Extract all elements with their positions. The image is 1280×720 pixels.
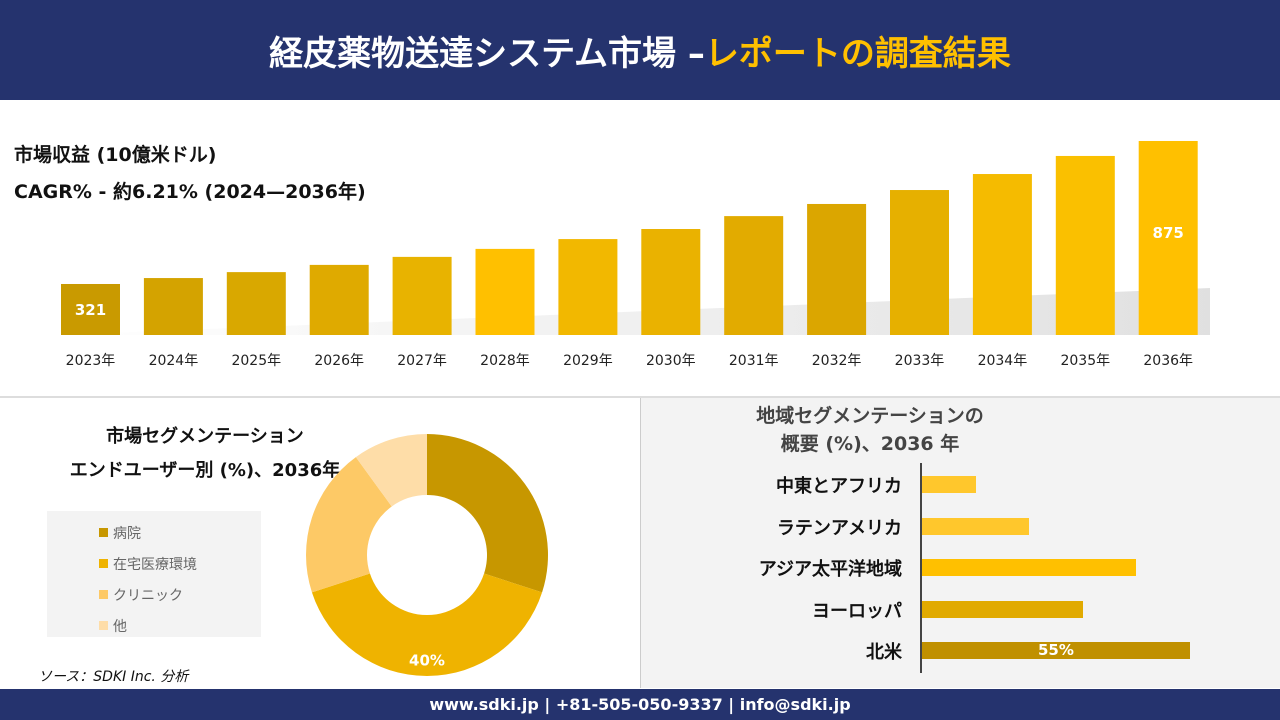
region-bar — [922, 559, 1137, 576]
x-tick-label: 2023年 — [66, 353, 116, 369]
legend-label: 病院 — [113, 525, 141, 542]
revenue-bar — [309, 264, 369, 335]
legend-label: 在宅医療環境 — [113, 556, 197, 573]
x-tick-label: 2032年 — [812, 353, 862, 369]
legend-item: 在宅医療環境 — [99, 548, 261, 579]
x-tick-label: 2027年 — [397, 353, 447, 369]
legend-swatch — [99, 590, 108, 599]
revenue-bar — [724, 216, 784, 335]
revenue-bar — [890, 190, 949, 335]
revenue-bar — [475, 248, 535, 335]
region-bar: 55% — [922, 642, 1190, 659]
revenue-bar — [226, 272, 286, 335]
legend-label: クリニック — [113, 587, 183, 604]
revenue-bar — [558, 239, 618, 335]
x-tick-label: 2029年 — [563, 353, 613, 369]
donut-slice — [306, 457, 392, 593]
divider — [0, 396, 1280, 398]
region-bar — [922, 600, 1083, 618]
region-label: ラテンアメリカ — [776, 517, 902, 539]
segment-title-line2: エンドユーザー別 (%)、2036年 — [69, 460, 341, 481]
segment-title-line1: 市場セグメンテーション — [106, 426, 304, 447]
legend-item: クリニック — [99, 579, 261, 610]
x-tick-label: 2028年 — [480, 353, 530, 369]
legend-swatch — [99, 559, 108, 568]
x-tick-label: 2034年 — [978, 353, 1028, 369]
x-tick-label: 2031年 — [729, 353, 779, 369]
region-axis — [920, 463, 922, 673]
region-row: アジア太平洋地域 — [640, 559, 1280, 580]
revenue-bar — [641, 229, 701, 335]
cagr-text: CAGR% - 約6.21% (2024—2036年) — [14, 181, 366, 203]
donut-legend: 病院在宅医療環境 クリニック他 — [47, 511, 261, 637]
revenue-bar-chart: 2023年 321 2024年 2025年 2026年 2027年 2028年 2029年 20… — [61, 140, 1210, 369]
revenue-bar — [392, 256, 452, 335]
legend-item: 病院 — [99, 517, 261, 548]
region-title-line2: 概要 (%)、2036 年 — [780, 433, 960, 455]
footer-contact: www.sdki.jp | +81-505-050-9337 | info@sd… — [0, 689, 1280, 720]
region-label: 北米 — [866, 642, 902, 663]
region-label: 中東とアフリカ — [776, 476, 902, 497]
x-tick-label: 2035年 — [1060, 353, 1110, 369]
title-main: 経皮薬物送達システム市場 – — [269, 33, 705, 74]
region-title: 地域セグメンテーションの 概要 (%)、2036 年 — [550, 402, 1190, 458]
title-accent: レポートの調査結果 — [704, 33, 1011, 74]
region-bar — [922, 476, 976, 493]
bar-data-label: 321 — [75, 301, 106, 319]
revenue-bar — [807, 203, 867, 335]
donut-slice — [355, 434, 427, 507]
x-tick-label: 2030年 — [646, 353, 696, 369]
region-title-line1: 地域セグメンテーションの — [756, 405, 984, 427]
revenue-title: 市場収益 (10億米ドル) — [14, 144, 217, 166]
region-row: 北米 55% — [640, 642, 1280, 663]
legend-label: 他 — [113, 618, 127, 635]
revenue-bar — [1138, 140, 1198, 335]
revenue-bar — [972, 174, 1032, 335]
region-row: ラテンアメリカ — [640, 517, 1280, 539]
region-bar — [922, 517, 1030, 535]
segment-title: 市場セグメンテーション エンドユーザー別 (%)、2036年 — [40, 420, 370, 488]
revenue-bar — [143, 278, 203, 335]
region-row: 中東とアフリカ — [640, 476, 1280, 497]
x-tick-label: 2036年 — [1143, 353, 1193, 369]
region-panel — [640, 398, 1280, 688]
bar-data-label: 875 — [1153, 224, 1184, 242]
region-row: ヨーロッパ — [640, 600, 1280, 622]
revenue-bar — [1055, 155, 1115, 335]
header-banner: 経皮薬物送達システム市場 – レポートの調査結果 — [0, 0, 1280, 100]
region-label: アジア太平洋地域 — [758, 559, 902, 580]
x-tick-label: 2025年 — [231, 353, 281, 369]
region-label: ヨーロッパ — [812, 600, 902, 622]
revenue-bar — [61, 283, 120, 335]
donut-slice — [427, 434, 548, 593]
legend-item: 他 — [99, 610, 261, 641]
donut-data-label: 40% — [409, 652, 445, 670]
x-tick-label: 2024年 — [149, 353, 199, 369]
source-note: ソース：SDKI Inc. 分析 — [38, 669, 189, 685]
x-tick-label: 2033年 — [895, 353, 945, 369]
donut-slice — [311, 573, 543, 676]
end-user-donut-chart: 40% — [306, 434, 548, 676]
legend-swatch — [99, 621, 108, 630]
x-tick-label: 2026年 — [314, 353, 364, 369]
legend-swatch — [99, 528, 108, 537]
